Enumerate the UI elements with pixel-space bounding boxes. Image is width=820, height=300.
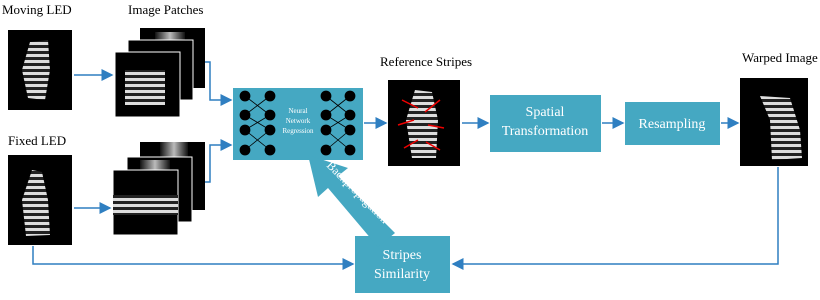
label: Fixed LED <box>8 133 66 148</box>
image <box>740 78 808 166</box>
node-text: Neural <box>288 107 307 115</box>
node-text: Resampling <box>639 117 706 132</box>
label: Warped Image <box>742 50 818 65</box>
node-text: Regression <box>282 127 314 135</box>
image <box>388 80 460 166</box>
image <box>8 155 72 245</box>
image <box>8 30 72 110</box>
node-text: Network <box>286 117 311 125</box>
resampling-node: Resampling <box>625 102 720 145</box>
image-patches <box>112 142 205 236</box>
edges <box>32 61 779 270</box>
node-text: Similarity <box>374 267 430 282</box>
label: Image Patches <box>128 2 203 17</box>
label: Moving LED <box>2 2 72 17</box>
node-text: Stripes <box>383 248 422 263</box>
backprop-arrow: Backpropagation <box>308 155 395 247</box>
network-node: Neural Network Regression <box>233 88 363 160</box>
image-patches <box>114 28 205 118</box>
label: Reference Stripes <box>380 54 472 69</box>
node-text: Spatial <box>526 105 565 120</box>
node-text: Transformation <box>502 124 589 139</box>
spatial-node: Spatial Transformation <box>490 95 601 152</box>
similarity-node: Stripes Similarity <box>355 236 450 293</box>
